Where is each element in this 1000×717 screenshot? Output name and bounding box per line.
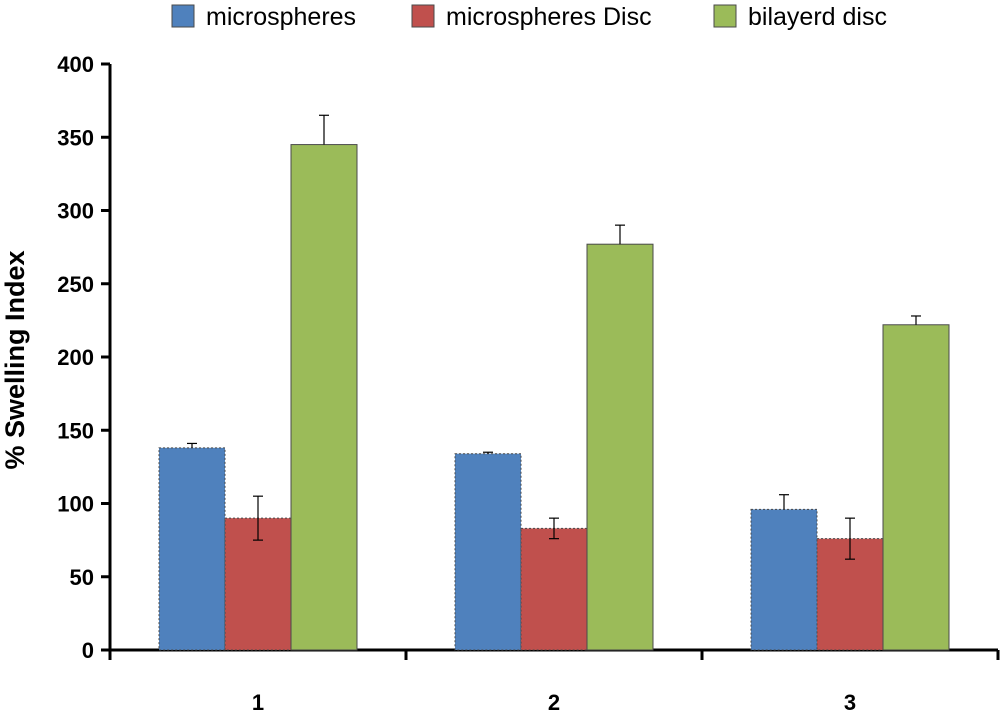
- y-tick-label: 400: [57, 52, 94, 77]
- legend-swatch: [713, 4, 737, 28]
- y-tick-label: 100: [57, 492, 94, 517]
- legend: microspheres microspheres Disc bilayerd di…: [171, 3, 887, 31]
- y-axis: 0 50 100 150 200 250 300 350 400: [57, 52, 112, 663]
- x-tick-label: 2: [548, 690, 560, 715]
- bar-bilayerd-disc-3: [882, 324, 950, 651]
- bar-microspheres-2: [454, 453, 522, 651]
- y-tick-label: 0: [82, 638, 94, 663]
- legend-swatch: [171, 4, 195, 28]
- bar-bilayerd-disc-1: [290, 144, 358, 651]
- x-axis: 1 2 3: [108, 648, 1000, 715]
- bar-microspheres-disc-2: [520, 527, 588, 651]
- y-tick-label: 150: [57, 418, 94, 443]
- y-axis-title: % Swelling Index: [0, 250, 30, 469]
- bar-microspheres-3: [750, 508, 818, 651]
- legend-label: microspheres Disc: [446, 3, 652, 31]
- legend-label: microspheres: [206, 3, 356, 31]
- y-tick-label: 200: [57, 345, 94, 370]
- y-tick-label: 300: [57, 199, 94, 224]
- x-tick-label: 1: [252, 690, 264, 715]
- x-tick-label: 3: [844, 690, 856, 715]
- bars: [158, 144, 950, 651]
- bar-microspheres-1: [158, 447, 226, 651]
- legend-label: bilayerd disc: [748, 3, 887, 31]
- y-tick-label: 50: [70, 565, 94, 590]
- legend-swatch: [411, 4, 435, 28]
- bar-bilayerd-disc-2: [586, 243, 654, 651]
- error-bars: [187, 114, 921, 560]
- y-tick-label: 350: [57, 125, 94, 150]
- y-tick-label: 250: [57, 272, 94, 297]
